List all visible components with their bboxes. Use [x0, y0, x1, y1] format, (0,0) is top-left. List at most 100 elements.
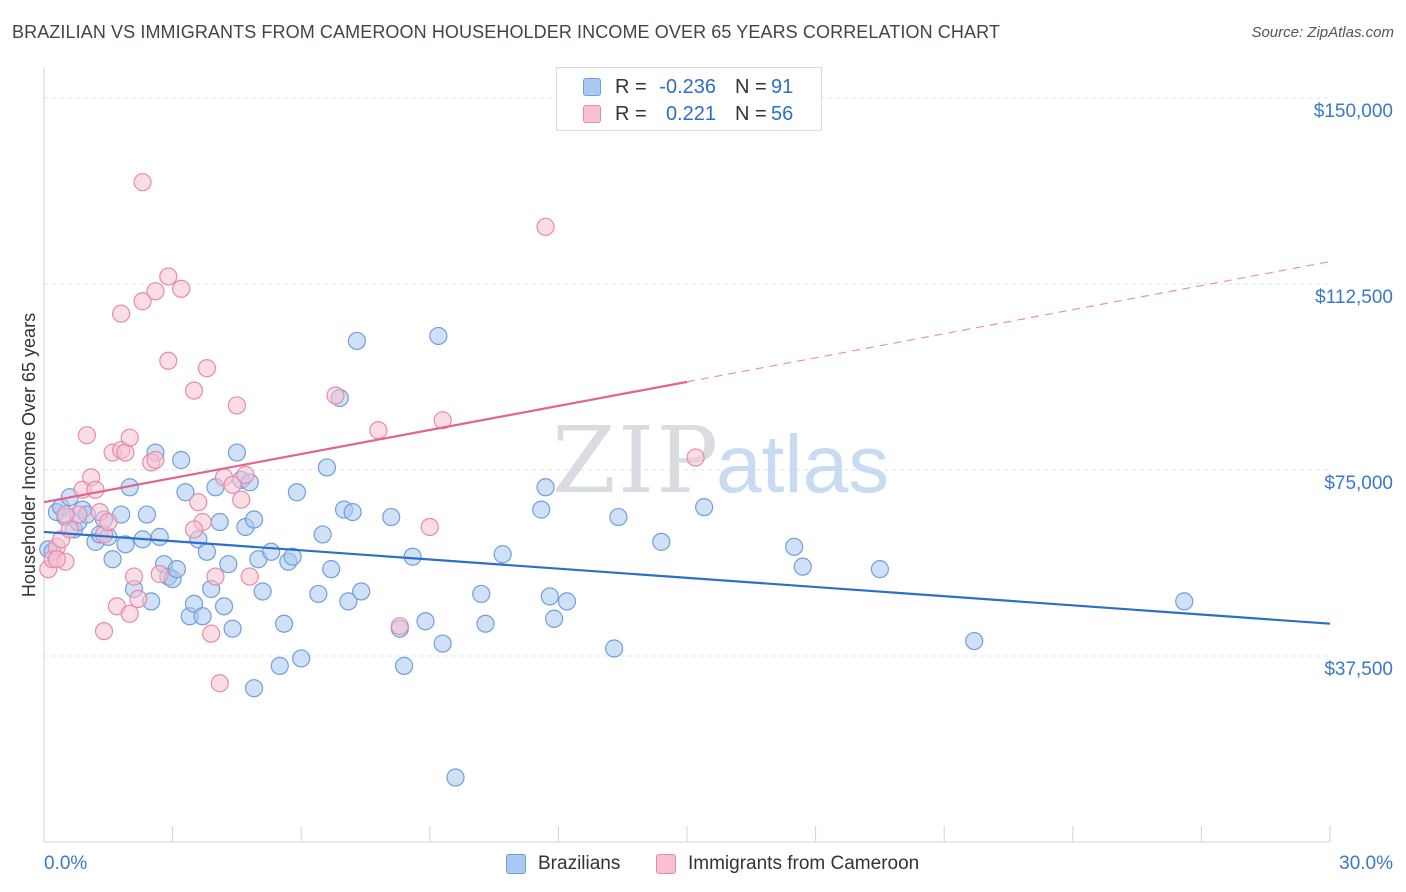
- data-point: [1175, 592, 1194, 611]
- data-point: [159, 267, 178, 286]
- data-point: [223, 619, 242, 638]
- y-tick-label: $112,500: [1315, 287, 1393, 308]
- data-point: [785, 537, 804, 556]
- data-point: [313, 525, 332, 544]
- data-point: [317, 458, 337, 477]
- stats-r-label: R =: [615, 103, 647, 125]
- data-point: [103, 550, 122, 569]
- y-tick-label: $37,500: [1324, 659, 1393, 680]
- data-point: [197, 542, 216, 561]
- stats-box: R = -0.236 N = 91 R = 0.221 N = 56: [556, 67, 822, 131]
- legend-swatch-cameroon: [656, 854, 676, 874]
- stats-r-value: -0.236: [659, 76, 716, 98]
- data-point: [146, 282, 165, 301]
- data-point: [472, 584, 491, 604]
- watermark: ZIP atlas: [552, 407, 889, 514]
- source-label: Source: ZipAtlas.com: [1251, 24, 1394, 41]
- data-point: [184, 520, 204, 539]
- data-point: [167, 560, 186, 579]
- data-point: [652, 532, 671, 551]
- data-point: [137, 505, 156, 524]
- legend-label: Brazilians: [538, 853, 621, 874]
- x-tick-label: 30.0%: [1339, 853, 1393, 874]
- trend-layer: [43, 260, 1331, 625]
- data-point: [184, 381, 204, 400]
- data-point: [172, 450, 191, 470]
- data-point: [394, 656, 414, 675]
- data-point: [223, 475, 242, 494]
- data-point: [99, 512, 118, 532]
- data-point: [219, 555, 238, 574]
- data-point: [322, 560, 341, 579]
- data-point: [124, 567, 144, 586]
- data-point: [262, 542, 281, 561]
- x-tick-label: 0.0%: [44, 853, 87, 874]
- stats-r-value: 0.221: [665, 103, 716, 125]
- data-point: [232, 490, 251, 509]
- stats-n-label: N =: [735, 103, 767, 125]
- data-point: [433, 411, 452, 430]
- stats-row-brazilians: R = -0.236 N = 91: [557, 73, 821, 101]
- y-axis-title: Householder Income Over 65 years: [19, 313, 39, 597]
- grid-layer: [44, 97, 1330, 657]
- points-layer: [39, 173, 1194, 787]
- watermark-atlas: atlas: [716, 419, 889, 510]
- data-point: [210, 674, 229, 693]
- data-point: [382, 507, 401, 527]
- stats-row-cameroon: R = 0.221 N = 56: [557, 100, 821, 128]
- stats-n-value: 56: [771, 103, 794, 125]
- data-point: [129, 589, 148, 609]
- legend-label: Immigrants from Cameroon: [688, 853, 920, 874]
- data-point: [352, 582, 371, 601]
- data-point: [339, 592, 358, 611]
- data-point: [686, 448, 705, 467]
- data-point: [369, 421, 388, 440]
- stats-n-value: 91: [771, 76, 794, 98]
- series-brazilians: [39, 326, 1194, 787]
- y-tick-label: $75,000: [1324, 473, 1393, 494]
- data-point: [159, 351, 178, 370]
- data-point: [605, 639, 624, 658]
- data-point: [146, 450, 165, 470]
- data-point: [429, 326, 448, 346]
- data-point: [287, 483, 307, 502]
- data-point: [120, 604, 139, 623]
- legend: Brazilians Immigrants from Cameroon: [0, 852, 1406, 878]
- data-point: [309, 584, 328, 604]
- data-point: [244, 679, 264, 698]
- data-point: [214, 597, 234, 616]
- data-point: [493, 545, 512, 564]
- data-point: [557, 592, 577, 611]
- stats-swatch-brazilians: [583, 78, 601, 96]
- data-point: [965, 631, 984, 651]
- data-point: [202, 624, 221, 643]
- data-point: [94, 622, 114, 641]
- data-point: [532, 500, 551, 519]
- data-point: [870, 560, 890, 579]
- y-tick-label: $150,000: [1314, 101, 1393, 122]
- data-point: [536, 478, 555, 497]
- trend-line: [43, 380, 688, 504]
- axis-layer: [43, 68, 1331, 843]
- data-point: [193, 607, 212, 626]
- data-point: [150, 527, 169, 546]
- data-point: [210, 512, 229, 532]
- data-point: [197, 359, 216, 378]
- data-point: [236, 465, 255, 484]
- data-point: [133, 173, 152, 192]
- data-point: [176, 483, 195, 502]
- data-point: [292, 649, 311, 668]
- data-point: [420, 517, 439, 537]
- data-point: [189, 493, 208, 512]
- data-point: [150, 565, 169, 584]
- data-point: [112, 304, 131, 323]
- data-point: [347, 331, 367, 351]
- data-point: [545, 609, 564, 628]
- data-point: [433, 634, 452, 653]
- data-point: [206, 567, 225, 586]
- series-cameroon: [39, 173, 705, 693]
- data-point: [476, 614, 495, 633]
- data-point: [77, 426, 96, 445]
- data-point: [47, 550, 66, 569]
